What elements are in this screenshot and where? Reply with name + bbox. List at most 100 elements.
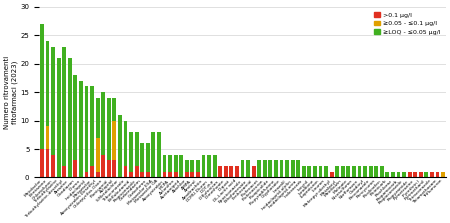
Bar xyxy=(62,166,66,178)
Bar xyxy=(135,132,139,166)
Bar xyxy=(224,166,228,178)
Bar xyxy=(352,166,356,178)
Bar xyxy=(73,75,77,160)
Bar xyxy=(341,166,345,178)
Bar xyxy=(190,172,194,178)
Bar xyxy=(330,172,333,178)
Bar xyxy=(441,172,445,178)
Bar xyxy=(413,172,417,178)
Bar xyxy=(430,172,434,178)
Bar xyxy=(107,98,111,160)
Bar xyxy=(408,172,412,178)
Bar xyxy=(268,160,272,178)
Bar xyxy=(185,160,189,172)
Bar xyxy=(296,160,300,178)
Bar xyxy=(291,160,295,178)
Bar xyxy=(179,155,183,178)
Bar xyxy=(374,166,378,178)
Bar xyxy=(112,98,116,121)
Bar xyxy=(369,166,373,178)
Bar xyxy=(101,92,105,155)
Bar xyxy=(51,155,55,178)
Bar xyxy=(146,143,150,172)
Bar xyxy=(124,121,127,166)
Bar xyxy=(246,160,250,178)
Bar xyxy=(302,166,306,178)
Bar xyxy=(85,86,89,172)
Bar xyxy=(40,149,44,178)
Y-axis label: Numero ritrovamenti
fitofarmaci (2023): Numero ritrovamenti fitofarmaci (2023) xyxy=(4,56,18,129)
Bar xyxy=(436,172,440,178)
Bar xyxy=(51,47,55,155)
Bar xyxy=(157,132,161,178)
Bar xyxy=(107,160,111,178)
Bar xyxy=(385,172,389,178)
Bar xyxy=(202,155,206,178)
Bar xyxy=(274,160,278,178)
Bar xyxy=(45,41,50,126)
Bar xyxy=(40,24,44,149)
Bar xyxy=(307,166,311,178)
Bar xyxy=(90,166,94,178)
Legend: >0.1 μg/l, ≥0.05 - ≤0.1 μg/l, ≥LOQ - ≤0.05 μg/l: >0.1 μg/l, ≥0.05 - ≤0.1 μg/l, ≥LOQ - ≤0.… xyxy=(371,10,443,37)
Bar xyxy=(358,166,361,178)
Bar xyxy=(218,166,222,178)
Bar xyxy=(313,166,317,178)
Bar xyxy=(402,172,406,178)
Bar xyxy=(335,166,339,178)
Bar xyxy=(151,132,155,178)
Bar xyxy=(45,126,50,149)
Bar xyxy=(396,172,400,178)
Bar xyxy=(168,172,172,178)
Bar xyxy=(174,172,178,178)
Bar xyxy=(252,166,256,178)
Bar xyxy=(96,98,99,138)
Bar xyxy=(174,155,178,172)
Bar xyxy=(45,149,50,178)
Bar xyxy=(62,47,66,166)
Bar xyxy=(380,166,384,178)
Bar xyxy=(112,121,116,160)
Bar xyxy=(57,58,61,178)
Bar xyxy=(235,166,239,178)
Bar xyxy=(129,132,133,172)
Bar xyxy=(73,160,77,178)
Bar xyxy=(112,160,116,178)
Bar xyxy=(79,81,83,178)
Bar xyxy=(135,166,139,178)
Bar xyxy=(90,86,94,166)
Bar xyxy=(118,115,122,178)
Bar xyxy=(146,172,150,178)
Bar xyxy=(319,166,323,178)
Bar xyxy=(419,172,423,178)
Bar xyxy=(190,160,194,172)
Bar xyxy=(96,172,99,178)
Bar xyxy=(363,166,367,178)
Bar xyxy=(140,143,144,172)
Bar xyxy=(346,166,350,178)
Bar xyxy=(196,160,200,172)
Bar xyxy=(124,166,127,178)
Bar xyxy=(96,138,99,172)
Bar xyxy=(230,166,233,178)
Bar xyxy=(391,172,395,178)
Bar xyxy=(207,155,211,178)
Bar xyxy=(129,172,133,178)
Bar xyxy=(101,155,105,178)
Bar xyxy=(324,166,328,178)
Bar xyxy=(279,160,284,178)
Bar xyxy=(162,172,166,178)
Bar xyxy=(424,172,428,178)
Bar xyxy=(140,172,144,178)
Bar xyxy=(185,172,189,178)
Bar xyxy=(241,160,244,178)
Bar xyxy=(213,155,216,178)
Bar xyxy=(196,172,200,178)
Bar xyxy=(285,160,289,178)
Bar xyxy=(68,58,72,178)
Bar xyxy=(257,160,261,178)
Bar xyxy=(168,155,172,172)
Bar xyxy=(85,172,89,178)
Bar xyxy=(263,160,267,178)
Bar xyxy=(162,155,166,172)
